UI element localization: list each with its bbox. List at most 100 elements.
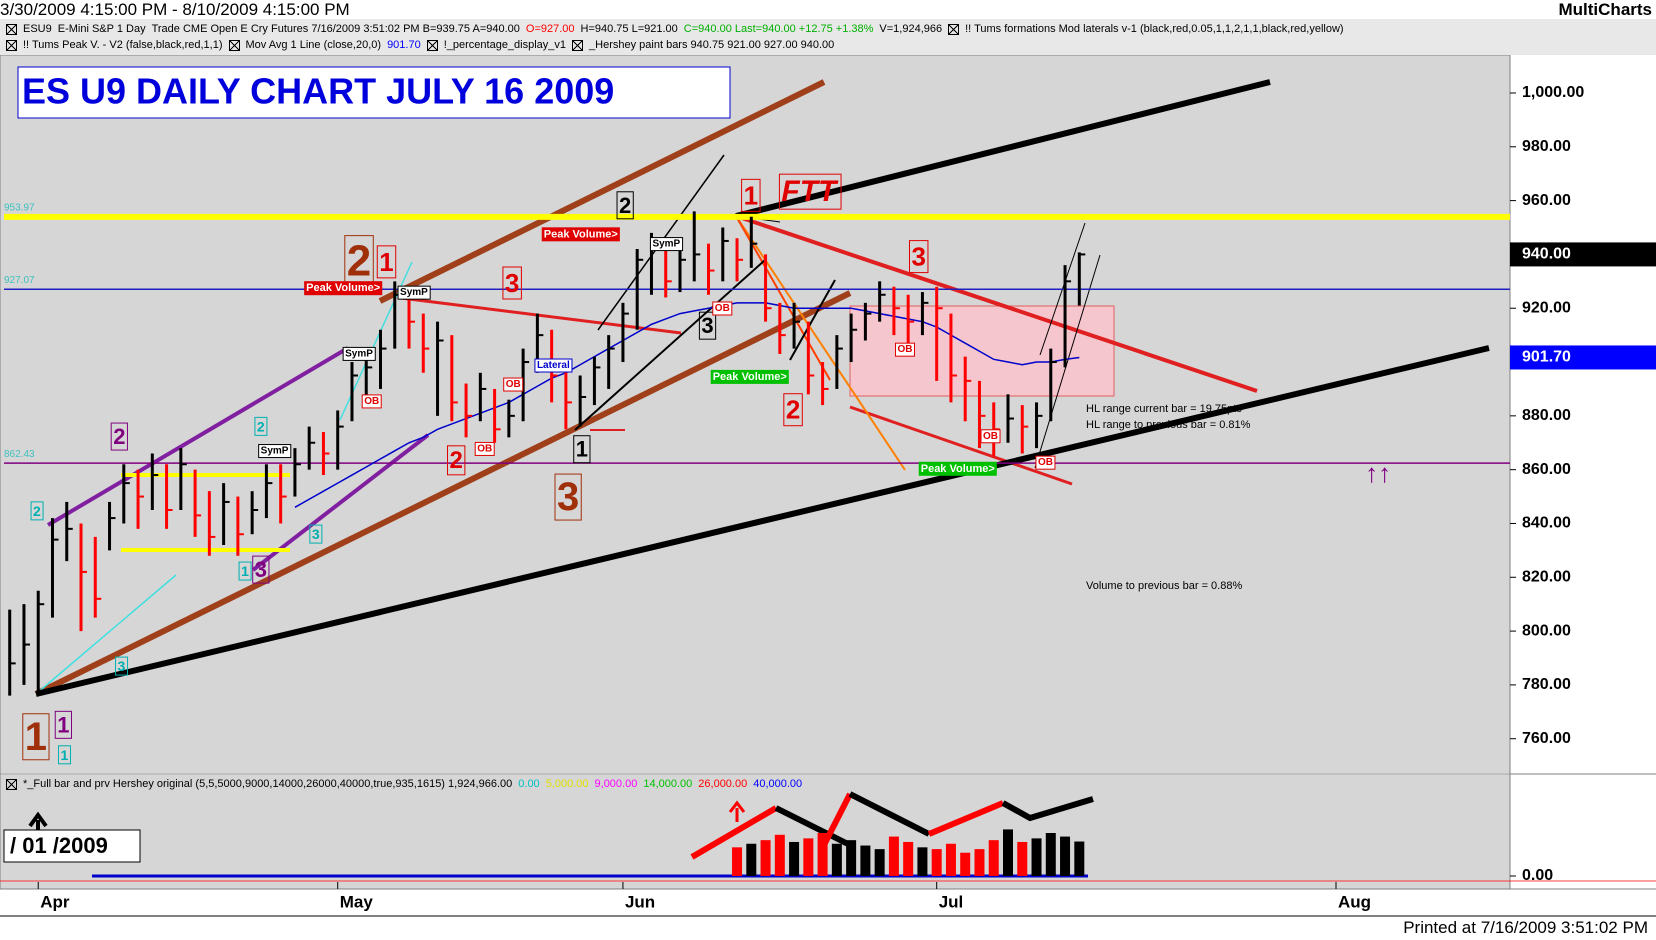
- status-background: [0, 19, 1656, 55]
- annotation: 1: [57, 712, 69, 737]
- volume-bar: [746, 843, 757, 876]
- volume-bar: [874, 849, 885, 876]
- volume-bar: [974, 849, 985, 876]
- trend-line: [849, 405, 1073, 486]
- volume-bar: [1060, 836, 1071, 876]
- annotation-box: [238, 561, 252, 581]
- note: HL range to previous bar = 0.81%: [1086, 419, 1251, 431]
- trend-line: [46, 346, 350, 527]
- status-item: H=940.75 L=921.00: [580, 23, 678, 35]
- threshold: 26,000.00: [698, 778, 748, 790]
- level-label: 862.43: [4, 449, 35, 460]
- footer: Printed at 7/16/2009 3:51:02 PM: [1403, 918, 1648, 937]
- note: Volume to previous bar = 0.88%: [1086, 580, 1242, 592]
- annotation: FTT: [781, 175, 839, 208]
- annotation: 3: [911, 242, 925, 272]
- annotation: 2: [450, 447, 463, 474]
- annotation: 2: [33, 503, 41, 519]
- volume-bar: [1045, 833, 1056, 876]
- annotation: 1: [25, 715, 47, 759]
- moving-average: [294, 302, 1080, 508]
- date-range: 3/30/2009 4:15:00 PM - 8/10/2009 4:15:00…: [0, 0, 350, 19]
- trend-line: [735, 79, 1271, 219]
- annotation: 1: [61, 747, 69, 763]
- status-row: ESU9 E-Mini S&P 1 Day Trade CME Open E Cry…: [6, 21, 1344, 37]
- threshold: 5,000.00: [545, 778, 589, 790]
- y-tick-label: 880.00: [1522, 407, 1571, 424]
- checkbox[interactable]: [426, 39, 438, 51]
- annotation-box: [309, 524, 323, 544]
- annotation-box: [22, 713, 50, 761]
- status-item: C=940.00 Last=940.00 +12.75 +1.38%: [683, 23, 874, 35]
- study-label: *_Full bar and prv Hershey original (5,5…: [23, 778, 513, 790]
- annotation-box: [30, 501, 44, 521]
- annotation: 2: [257, 418, 265, 434]
- annotation: OB: [1038, 457, 1053, 468]
- annotation-box: [698, 311, 717, 340]
- annotation-box: [908, 240, 929, 274]
- annotation: Peak Volume>: [921, 463, 995, 475]
- annotation: 3: [255, 557, 267, 582]
- checkbox[interactable]: [948, 23, 960, 35]
- study-item: 901.70: [387, 39, 421, 51]
- annotation-box: [778, 173, 842, 210]
- trend-line: [1034, 254, 1101, 469]
- threshold: 0.00: [518, 778, 540, 790]
- annotation-box: [397, 285, 431, 300]
- checkbox[interactable]: [6, 778, 17, 790]
- annotation-box: [254, 416, 268, 436]
- y-tick-label: 780.00: [1522, 676, 1571, 693]
- study-item: _Hershey paint bars 940.75 921.00 927.00…: [589, 39, 835, 51]
- swing-line: [774, 805, 852, 848]
- annotation: 1: [744, 180, 758, 210]
- note: HL range current bar = 19.75pts: [1086, 403, 1242, 415]
- y-tick-label: 760.00: [1522, 730, 1571, 747]
- study-item: Mov Avg 1 Line (close,20,0): [245, 39, 382, 51]
- annotation-box: [503, 377, 524, 392]
- swing-line: [1001, 796, 1094, 822]
- annotation-box: [649, 237, 684, 252]
- arrow: [728, 800, 746, 822]
- swing-line: [690, 805, 778, 860]
- annotation: 3: [505, 268, 519, 298]
- date-box-text: / 01 /2009: [10, 833, 108, 858]
- annotation-box: [712, 301, 733, 316]
- annotation-box: [110, 422, 128, 451]
- annotation-box: [304, 281, 383, 296]
- swing-line: [927, 800, 1005, 837]
- panel-header: *_Full bar and prv Hershey original (5,5…: [6, 778, 802, 790]
- checkbox[interactable]: [6, 39, 17, 51]
- volume-bar: [732, 847, 743, 876]
- trend-line: [400, 296, 682, 335]
- trend-line: [735, 214, 1258, 393]
- annotation-box: [361, 394, 382, 409]
- checkbox[interactable]: [572, 39, 584, 51]
- checkbox[interactable]: [6, 23, 17, 35]
- trend-line: [34, 290, 852, 697]
- header-row: 3/30/2009 4:15:00 PM - 8/10/2009 4:15:00…: [0, 0, 1656, 19]
- volume-bar: [1074, 841, 1085, 876]
- volume-bar: [1031, 838, 1042, 876]
- annotation: SymP: [652, 239, 680, 250]
- threshold: 9,000.00: [594, 778, 638, 790]
- annotation-box: [258, 444, 292, 459]
- annotation: ↑↑: [1365, 458, 1391, 488]
- annotation-box: [376, 245, 397, 279]
- swing-line: [848, 791, 931, 837]
- study-item: !_percentage_display_v1: [443, 39, 567, 51]
- threshold: 14,000.00: [643, 778, 693, 790]
- checkbox[interactable]: [228, 39, 240, 51]
- y-tick-label: 920.00: [1522, 299, 1571, 316]
- y-tick-label: 980.00: [1522, 138, 1571, 155]
- x-tick-label: Jul: [939, 892, 964, 911]
- annotation-box: [115, 656, 129, 676]
- annotation-box: [918, 461, 997, 476]
- title-box: [17, 66, 731, 119]
- annotation: OB: [897, 344, 912, 355]
- annotation: 3: [701, 313, 713, 338]
- x-tick-label: Aug: [1338, 892, 1371, 911]
- volume-bar: [860, 845, 871, 876]
- volume-bar: [931, 849, 942, 876]
- status-item: V=1,924,966: [879, 23, 943, 35]
- volume-bar: [846, 840, 857, 876]
